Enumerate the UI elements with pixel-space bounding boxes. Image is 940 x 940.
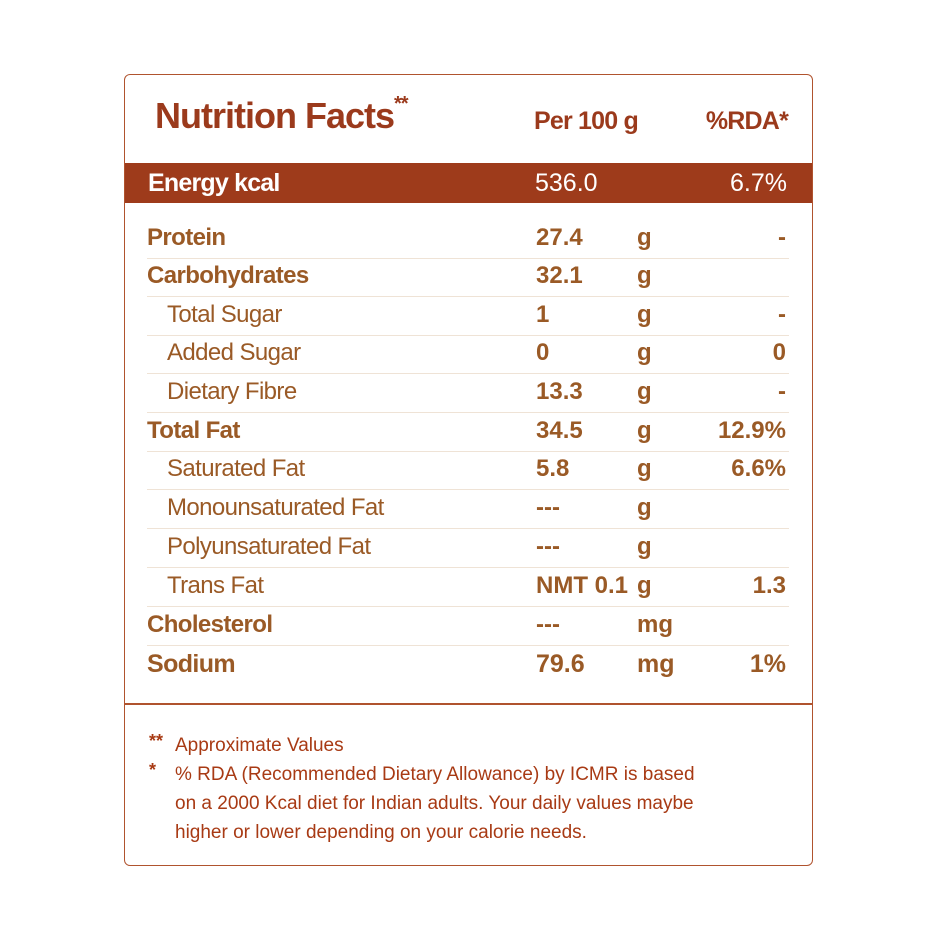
nutrient-name: Total Sugar (167, 301, 282, 328)
nutrient-row: Total Fat 34.5 g 12.9% (147, 413, 789, 452)
nutrient-value: NMT 0.1 (536, 572, 629, 599)
nutrient-rda: 6.6% (731, 455, 786, 482)
nutrient-rda: - (778, 224, 786, 251)
nutrient-value: 79.6 (536, 650, 585, 678)
rda-header: %RDA* (705, 107, 789, 135)
nutrient-value: 5.8 (536, 455, 570, 482)
nutrient-row: Trans Fat NMT 0.1 g 1.3 (147, 568, 789, 607)
nutrient-row: Polyunsaturated Fat --- g (147, 529, 789, 568)
nutrient-unit: mg (637, 650, 675, 678)
nutrition-label-frame (124, 74, 813, 866)
nutrient-value: --- (536, 494, 560, 521)
per-100g-header: Per 100 g (534, 107, 639, 135)
nutrient-unit: mg (637, 611, 673, 638)
nutrient-unit: g (637, 572, 652, 599)
nutrient-name: Total Fat (147, 417, 240, 444)
nutrient-row: Monounsaturated Fat --- g (147, 490, 789, 529)
nutrient-unit: g (637, 224, 652, 251)
nutrient-unit: g (637, 339, 652, 366)
nutrient-name: Sodium (147, 650, 236, 678)
nutrient-row: Protein 27.4 g - (147, 220, 789, 259)
nutrient-unit: g (637, 533, 652, 560)
nutrient-value: --- (536, 533, 560, 560)
nutrient-name: Protein (147, 224, 226, 251)
label-title: Nutrition Facts** (155, 93, 409, 136)
nutrient-name: Polyunsaturated Fat (167, 533, 371, 560)
energy-row: Energy kcal 536.0 6.7% (125, 163, 812, 203)
nutrient-row: Total Sugar 1 g - (147, 297, 789, 336)
nutrient-row: Added Sugar 0 g 0 (147, 335, 789, 374)
nutrient-rda: - (778, 378, 786, 405)
nutrient-rda: 12.9% (717, 417, 786, 444)
nutrient-row: Carbohydrates 32.1 g (147, 258, 789, 297)
footnote-divider (125, 703, 812, 705)
nutrient-value: 1 (536, 301, 550, 328)
nutrient-name: Added Sugar (167, 339, 301, 366)
nutrient-unit: g (637, 494, 652, 521)
nutrient-value: 27.4 (536, 224, 583, 251)
nutrient-value: 13.3 (536, 378, 583, 405)
nutrient-name: Saturated Fat (167, 455, 305, 482)
footnote-rda: % RDA (Recommended Dietary Allowance) by… (175, 764, 695, 843)
nutrient-unit: g (637, 301, 652, 328)
nutrient-unit: g (637, 262, 652, 289)
footnote-mark: ** (149, 731, 164, 751)
footnote-mark: * (149, 760, 157, 780)
nutrient-row: Cholesterol --- mg (147, 607, 789, 646)
nutrient-value: 32.1 (536, 262, 583, 289)
nutrient-name: Trans Fat (167, 572, 264, 599)
nutrient-value: 34.5 (536, 417, 583, 444)
nutrient-unit: g (637, 378, 652, 405)
nutrient-row: Saturated Fat 5.8 g 6.6% (147, 451, 789, 490)
nutrient-rda: 0 (772, 339, 786, 366)
nutrient-name: Monounsaturated Fat (167, 494, 384, 521)
energy-label: Energy kcal (148, 169, 280, 197)
energy-rda: 6.7% (730, 169, 787, 197)
nutrient-name: Carbohydrates (147, 262, 309, 289)
nutrient-name: Dietary Fibre (167, 378, 297, 405)
nutrient-value: 0 (536, 339, 550, 366)
nutrient-row: Dietary Fibre 13.3 g - (147, 374, 789, 413)
footnote-approximate: Approximate Values (175, 735, 344, 756)
nutrient-value: --- (536, 611, 560, 638)
nutrient-name: Cholesterol (147, 611, 273, 638)
nutrient-row: Sodium 79.6 mg 1% (147, 646, 789, 684)
energy-value: 536.0 (535, 169, 598, 197)
nutrient-unit: g (637, 455, 652, 482)
nutrient-rda: 1% (749, 650, 786, 678)
nutrient-rda: 1.3 (752, 572, 786, 599)
nutrient-rda: - (778, 301, 786, 328)
nutrient-unit: g (637, 417, 652, 444)
